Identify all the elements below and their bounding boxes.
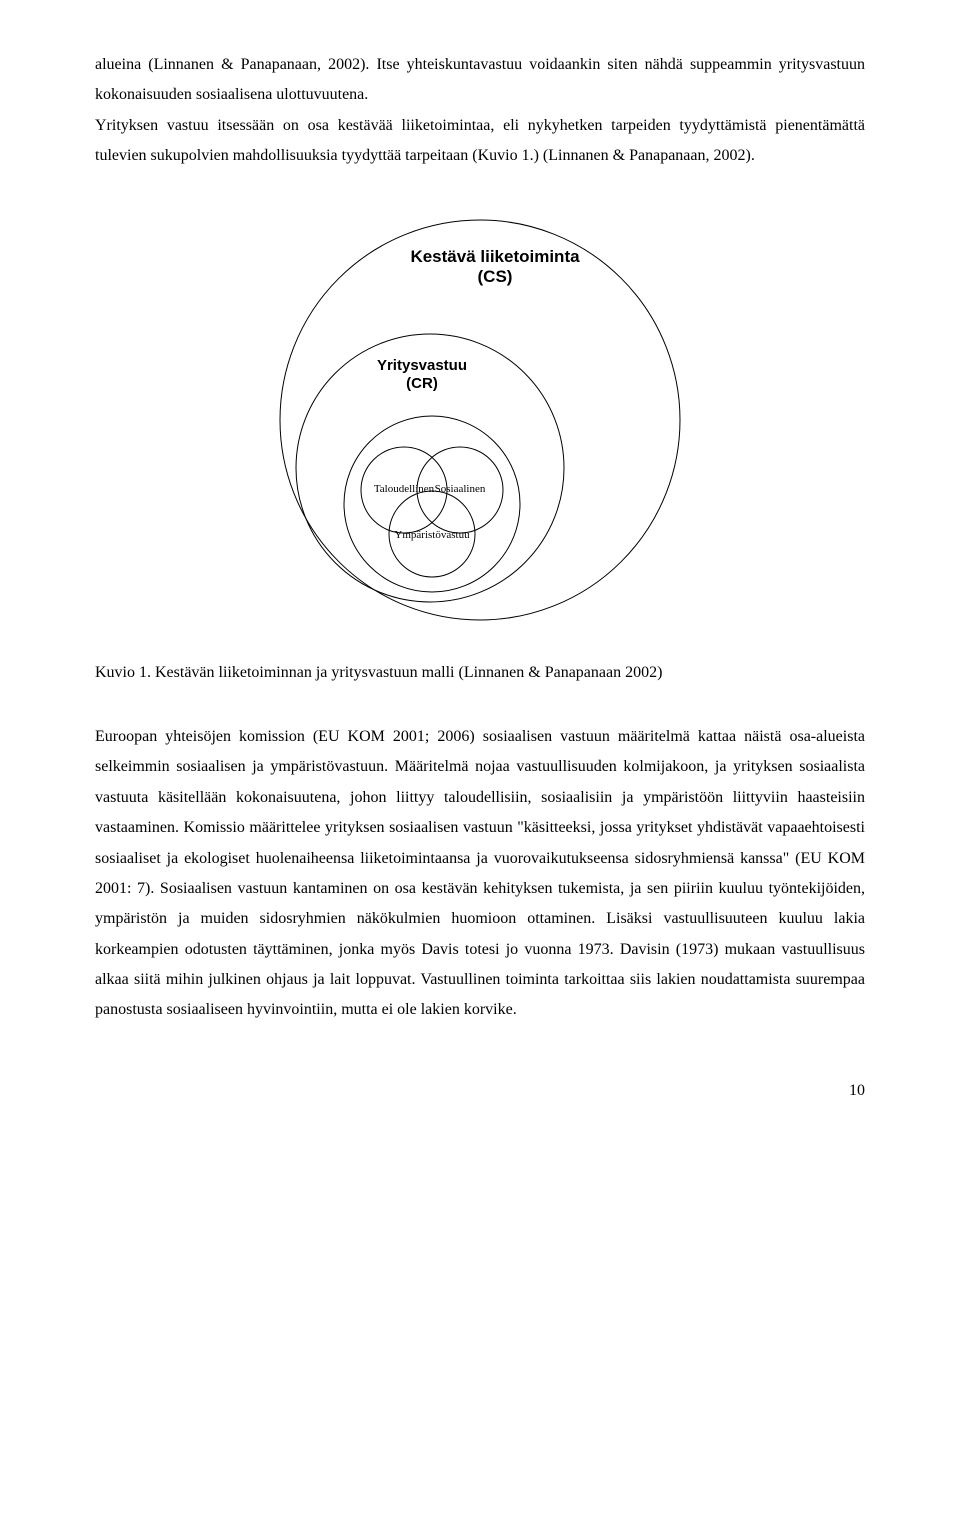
svg-text:Yritysvastuu: Yritysvastuu <box>377 357 467 374</box>
paragraph-1: alueina (Linnanen & Panapanaan, 2002). I… <box>95 50 865 111</box>
svg-text:Taloudellinen: Taloudellinen <box>374 483 435 495</box>
paragraph-2: Yrityksen vastuu itsessään on osa kestäv… <box>95 111 865 172</box>
svg-text:Sosiaalinen: Sosiaalinen <box>435 483 486 495</box>
svg-text:(CR): (CR) <box>406 375 438 392</box>
svg-text:Ympäristövastuu: Ympäristövastuu <box>394 529 470 541</box>
figure-caption: Kuvio 1. Kestävän liiketoiminnan ja yrit… <box>95 658 865 688</box>
svg-text:Kestävä liiketoiminta: Kestävä liiketoiminta <box>410 247 580 266</box>
page-number: 10 <box>95 1076 865 1106</box>
paragraph-3: Euroopan yhteisöjen komission (EU KOM 20… <box>95 722 865 1026</box>
venn-diagram: Kestävä liiketoiminta(CS) Yritysvastuu(CR… <box>250 210 710 630</box>
diagram-container: Kestävä liiketoiminta(CS) Yritysvastuu(CR… <box>95 210 865 630</box>
svg-text:(CS): (CS) <box>478 267 513 286</box>
